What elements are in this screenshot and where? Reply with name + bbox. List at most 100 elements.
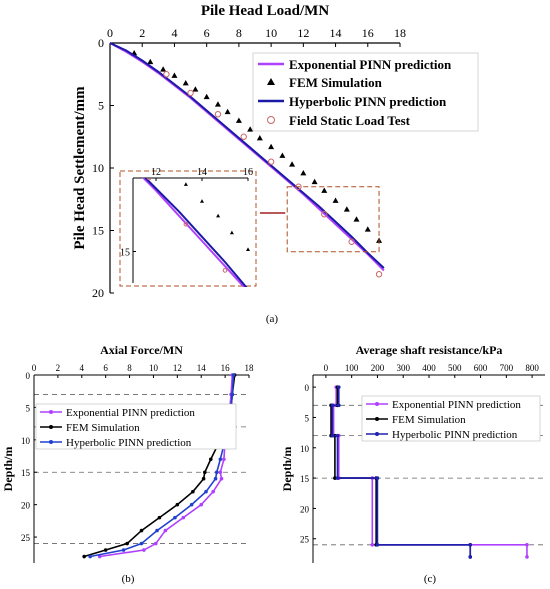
data-point (333, 476, 337, 480)
data-point (88, 554, 92, 559)
data-point (525, 543, 529, 547)
data-point (214, 470, 219, 475)
data-point-triangle (160, 66, 167, 72)
y-tick-label: 0 (305, 383, 310, 393)
y-tick-label: 10 (21, 436, 31, 446)
y-tick-label: 25 (21, 533, 31, 543)
data-point (121, 548, 126, 552)
inset-frame (119, 170, 257, 287)
data-point (335, 476, 340, 480)
data-point-triangle (256, 135, 263, 141)
y-tick-label-a: 20 (92, 286, 104, 300)
data-point (231, 373, 236, 377)
y-axis-title-a: Pile Head Settlement/mm (72, 86, 88, 250)
data-point (155, 528, 159, 533)
data-point-circle (267, 158, 275, 165)
y-axis-title: Depth/m (1, 447, 15, 492)
data-point-triangle (224, 108, 231, 115)
y-tick-label: 5 (26, 403, 31, 413)
x-tick-label-a: 8 (236, 26, 242, 40)
series-line (89, 374, 235, 558)
legend-box-a (252, 52, 479, 132)
data-point-triangle (62, 65, 66, 69)
data-point-triangle (364, 226, 371, 232)
data-point-triangle (46, 50, 50, 54)
legend-label-a: Field Static Load Test (289, 113, 411, 128)
data-point (468, 555, 473, 559)
x-tick-label-a: 10 (265, 26, 277, 40)
data-point (157, 515, 162, 520)
data-point-triangle (332, 197, 339, 203)
data-point-circle (214, 111, 222, 118)
data-point (468, 543, 473, 547)
data-point (139, 541, 144, 546)
data-point-triangle (343, 206, 350, 212)
x-tick-label-a: 18 (394, 26, 406, 40)
x-tick-label-a: 16 (362, 26, 374, 40)
panel-label-c: (c) (424, 573, 437, 585)
data-point (219, 476, 224, 481)
data-point (181, 515, 186, 520)
y-tick-label: 20 (300, 504, 310, 514)
legend-label: Hyperbolic PINN prediction (392, 429, 518, 441)
data-point-circle (348, 238, 355, 245)
data-point (230, 392, 235, 397)
x-tick-label: 400 (422, 363, 436, 373)
panel-label-a: (a) (266, 313, 279, 325)
data-point-triangle (78, 79, 82, 83)
inset-x-tick-label: 14 (197, 167, 207, 178)
x-tick-label: 16 (221, 363, 231, 373)
data-point (125, 541, 129, 546)
x-tick-label: 200 (371, 363, 385, 373)
data-point-triangle (138, 138, 142, 142)
data-point-circle (146, 178, 152, 181)
data-point-triangle (262, 266, 266, 270)
data-point (204, 489, 208, 494)
data-point-circle (187, 89, 194, 97)
x-tick-label: 18 (245, 363, 255, 373)
data-point (370, 543, 375, 547)
data-point-triangle (154, 153, 158, 157)
zoom-region-box (286, 186, 380, 253)
x-tick-label: 600 (474, 363, 488, 373)
data-point-triangle (200, 199, 204, 203)
data-point (218, 470, 223, 475)
data-point (525, 555, 529, 559)
data-point (222, 457, 226, 462)
data-point (142, 548, 146, 552)
inset-x-tick-label: 12 (151, 167, 161, 178)
data-point-triangle (0, 12, 4, 16)
x-tick-label: 0 (324, 363, 329, 373)
data-point-triangle (289, 161, 296, 167)
x-tick-label: 500 (448, 363, 462, 373)
inset-plot (0, 12, 266, 287)
data-point-triangle (147, 58, 154, 65)
x-tick-label-a: 4 (171, 26, 177, 40)
data-point-triangle (16, 25, 20, 29)
x-tick-label-a: 2 (139, 26, 145, 40)
data-point (154, 541, 158, 546)
data-point (191, 489, 195, 494)
legend-swatch (267, 78, 275, 85)
data-point-circle (32, 54, 36, 58)
data-point (336, 385, 341, 389)
data-point-triangle (300, 170, 307, 176)
data-point-triangle (216, 213, 221, 218)
data-point-circle (321, 211, 328, 218)
data-point-triangle (192, 86, 199, 92)
data-point (163, 528, 168, 533)
legend-swatch-marker (375, 432, 379, 436)
data-point (199, 502, 204, 507)
panel-c: 0 100 200 300 400 500 600 700 800 0 5 10 15 20 25 Avera… (280, 343, 545, 563)
x-tick-label-a: 0 (107, 26, 113, 40)
legend: Exponential PINN prediction FEM Simulatio… (361, 395, 541, 442)
data-point-circle (183, 221, 189, 227)
data-point-triangle (214, 101, 221, 107)
series-line (144, 178, 248, 287)
legend-label-a: Hyperbolic PINN prediction (289, 94, 447, 109)
data-point-triangle (321, 187, 328, 193)
x-tick-label: 14 (197, 363, 207, 373)
data-point-circle (222, 268, 228, 273)
x-axis-title: Axial Force/MN (100, 343, 183, 357)
x-tick-label-a: 12 (297, 26, 309, 40)
